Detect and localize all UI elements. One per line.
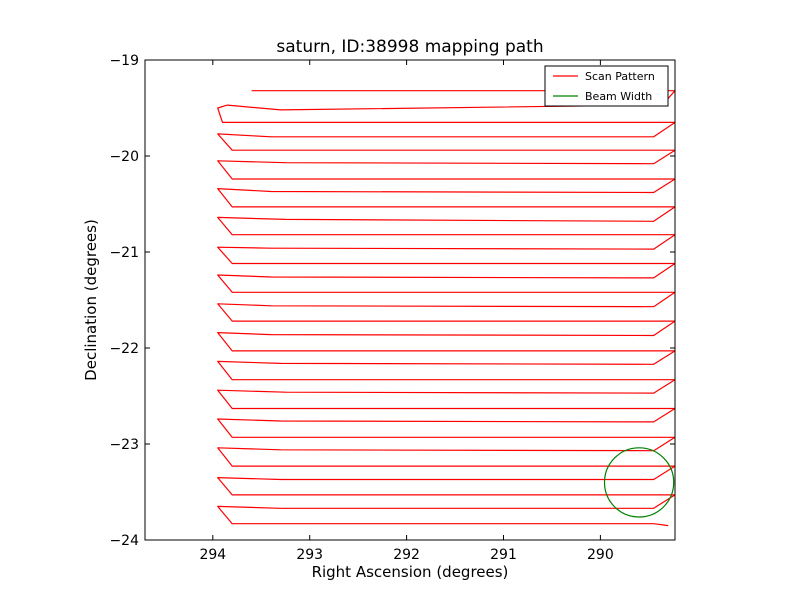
y-tick-label: −22: [109, 341, 139, 357]
y-tick-label: −20: [109, 149, 139, 165]
legend-label-scan-pattern: Scan Pattern: [585, 70, 655, 83]
plot-area: [145, 60, 675, 540]
y-tick-label: −24: [109, 533, 139, 549]
plot-frame: [144, 59, 676, 541]
y-tick-label: −19: [109, 53, 139, 69]
legend: Scan Pattern Beam Width: [544, 65, 669, 107]
y-axis-label: Declination (degrees): [82, 219, 100, 381]
chart-title: saturn, ID:38998 mapping path: [276, 37, 543, 57]
y-tick-label: −21: [109, 245, 139, 261]
series-layer: [217, 90, 676, 527]
y-tick-label: −23: [109, 437, 139, 453]
legend-label-beam-width: Beam Width: [585, 90, 652, 103]
x-tick-label: 291: [490, 547, 517, 563]
x-tick-label: 293: [296, 547, 323, 563]
x-tick-label: 294: [199, 547, 226, 563]
x-tick-label: 290: [587, 547, 614, 563]
x-tick-label: 292: [393, 547, 420, 563]
beam-width-circle: [603, 447, 675, 518]
x-axis-label: Right Ascension (degrees): [312, 563, 509, 581]
legend-box: [544, 65, 669, 107]
ticks-layer: 294 293 292 291 290 −19 −20 −21 −22 −23 −24: [109, 53, 675, 563]
scan-pattern-line: [217, 90, 676, 527]
